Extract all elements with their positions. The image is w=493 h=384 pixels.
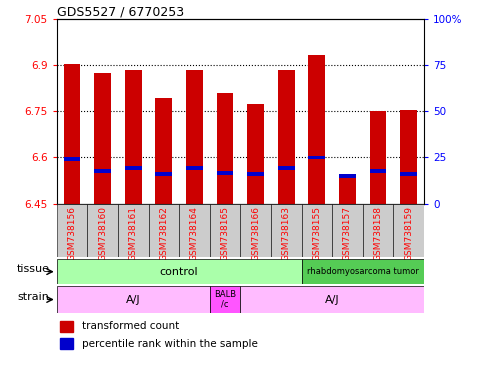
Text: GSM738161: GSM738161 [129, 206, 138, 261]
Bar [370, 169, 387, 173]
Bar [186, 166, 203, 170]
Text: GSM738158: GSM738158 [374, 206, 383, 261]
Bar [155, 172, 172, 176]
Text: tissue: tissue [17, 264, 50, 274]
Bar [57, 259, 302, 284]
Text: transformed count: transformed count [82, 321, 179, 331]
Text: GSM738163: GSM738163 [282, 206, 291, 261]
Bar [216, 171, 234, 175]
Text: GSM738165: GSM738165 [220, 206, 230, 261]
Bar [302, 259, 424, 284]
Bar [309, 55, 325, 204]
Bar [278, 166, 295, 170]
Bar [370, 111, 387, 204]
Text: strain: strain [17, 292, 49, 302]
Bar [64, 157, 80, 161]
Bar [155, 98, 172, 204]
Bar [241, 204, 271, 257]
Text: rhabdomyosarcoma tumor: rhabdomyosarcoma tumor [307, 267, 419, 276]
Text: A/J: A/J [126, 295, 141, 305]
Bar [332, 204, 363, 257]
Bar [400, 172, 417, 176]
Bar [309, 156, 325, 159]
Bar [339, 174, 356, 178]
Bar [210, 286, 240, 313]
Bar [210, 204, 240, 257]
Text: percentile rank within the sample: percentile rank within the sample [82, 339, 258, 349]
Text: GSM738164: GSM738164 [190, 206, 199, 261]
Bar [393, 204, 424, 257]
Bar [216, 93, 234, 204]
Bar [60, 338, 73, 349]
Bar [247, 172, 264, 176]
Bar [64, 64, 80, 204]
Bar [87, 204, 118, 257]
Text: GSM738155: GSM738155 [313, 206, 321, 261]
Bar [339, 174, 356, 204]
Bar [57, 204, 87, 257]
Text: GSM738156: GSM738156 [68, 206, 76, 261]
Text: GDS5527 / 6770253: GDS5527 / 6770253 [57, 5, 184, 18]
Text: GSM738159: GSM738159 [404, 206, 413, 261]
Text: GSM738162: GSM738162 [159, 206, 168, 261]
Text: BALB
/c: BALB /c [214, 290, 236, 309]
Bar [186, 70, 203, 204]
Bar [60, 321, 73, 332]
Bar [400, 110, 417, 204]
Bar [94, 169, 111, 173]
Text: GSM738160: GSM738160 [98, 206, 107, 261]
Bar [57, 286, 210, 313]
Bar [278, 70, 295, 204]
Bar [118, 204, 148, 257]
Bar [125, 70, 141, 204]
Bar [125, 166, 141, 170]
Bar [241, 286, 424, 313]
Text: A/J: A/J [325, 295, 340, 305]
Bar [247, 104, 264, 204]
Bar [179, 204, 210, 257]
Bar [302, 204, 332, 257]
Text: GSM738157: GSM738157 [343, 206, 352, 261]
Bar [148, 204, 179, 257]
Bar [271, 204, 302, 257]
Text: GSM738166: GSM738166 [251, 206, 260, 261]
Text: control: control [160, 266, 199, 277]
Bar [94, 73, 111, 204]
Bar [363, 204, 393, 257]
